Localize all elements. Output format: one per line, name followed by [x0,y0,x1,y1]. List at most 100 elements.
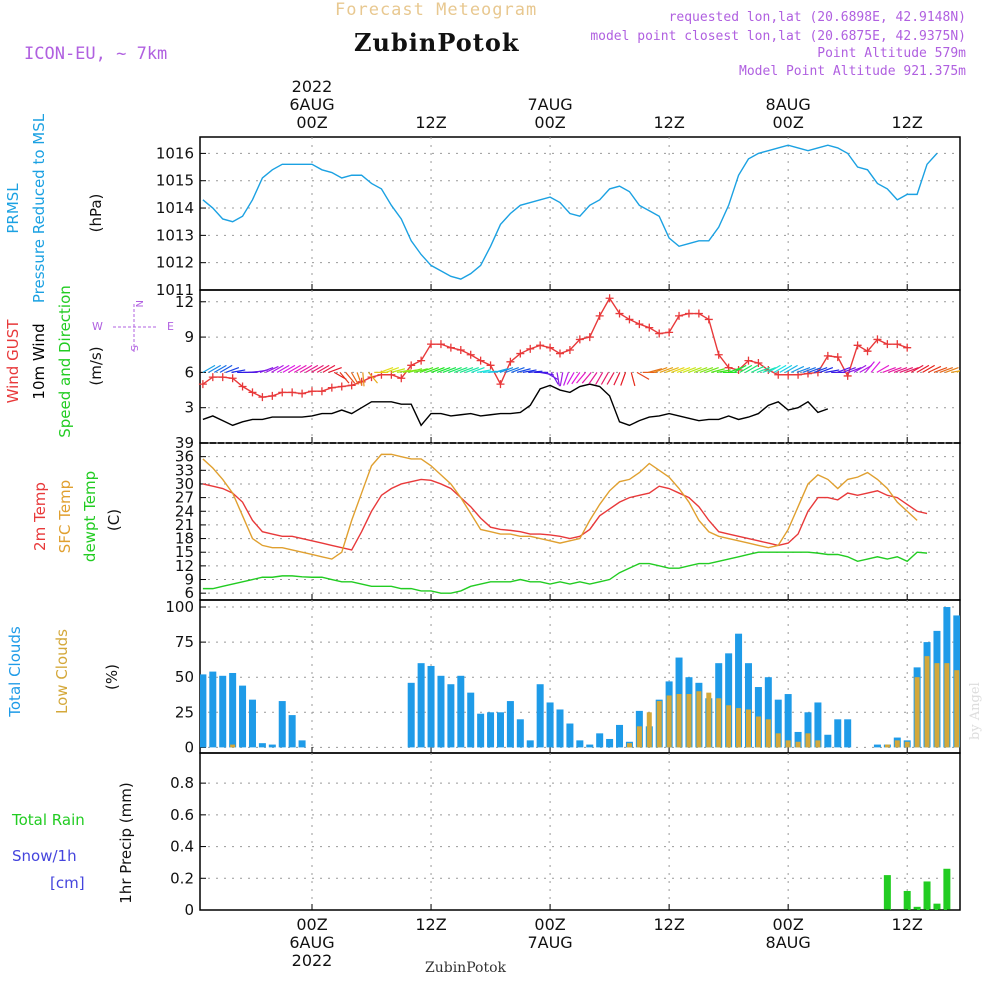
wind-direction-arrow [768,364,781,373]
clouds-bar [775,733,781,748]
wind-direction-arrow [853,364,867,373]
clouds-bar [496,712,504,748]
point-altitude: Point Altitude 579m [817,46,966,61]
temperature-panel-frame [199,442,961,601]
wind-direction-arrow [499,367,514,373]
clouds-bar [209,671,217,748]
precip-bar [933,903,941,910]
clouds-bar [278,701,286,748]
precip-panel-frame [199,752,961,911]
clouds-bar [656,701,662,748]
wind-direction-arrow [522,369,537,373]
wind-direction-arrow [516,368,531,373]
faint-title: Forecast Meteogram [335,0,538,20]
clouds-bar [506,701,514,748]
gust-marker [893,340,902,349]
gust-marker [347,381,356,390]
wind-direction-arrow [288,364,301,373]
clouds-bar [873,744,881,748]
clouds-bar [924,656,930,748]
clouds-bar [546,702,554,748]
wind-direction-arrow [362,372,365,387]
clouds-ytick-label: 25 [175,703,194,721]
station-title: ZubinPotok [354,28,520,57]
clouds-ytick-label: 0 [184,738,194,756]
wind-direction-arrow [385,367,400,373]
wind-direction-arrow [368,371,378,384]
wind-direction-arrow [425,367,439,373]
wind-direction-arrow [756,367,771,373]
gust-marker [476,356,485,365]
top-time-label: 6AUG [289,95,334,114]
clouds-bar [0,666,5,747]
temperature-ytick-label: 21 [175,516,194,534]
wind-direction-arrow [808,367,822,373]
clouds-bar [894,740,900,748]
wind-direction-arrow [688,367,702,373]
clouds-ytick-label: 100 [165,598,194,616]
wind-direction-arrow [505,367,519,373]
bottom-time-label: 8AUG [766,933,811,952]
wind-direction-arrow [588,372,598,385]
clouds-bar [676,694,682,748]
wind-direction-arrow [671,367,685,373]
compass-n: N [133,300,144,307]
wind-direction-arrow [939,367,954,373]
clouds-bar [944,663,950,748]
clouds-bar [248,699,256,748]
wind-direction-arrow [225,367,240,373]
clouds-bar [794,731,802,748]
wind-direction-arrow [448,367,462,373]
clouds-bar [636,726,642,748]
clouds-bar [566,723,574,748]
wind-direction-arrow [345,371,356,384]
gust-marker [238,382,247,391]
wind-direction-arrow [299,364,313,373]
wind-direction-arrow [620,372,627,386]
clouds-bar [0,684,5,747]
wind-direction-arrow [739,364,753,373]
wind-ylabel-2: Speed and Direction [56,285,74,438]
wind-direction-arrow [595,372,604,385]
clouds-bar [526,740,534,748]
wind-direction-arrow [762,367,776,373]
gust-marker [308,387,316,396]
wind-direction-arrow [476,369,491,373]
clouds-bar [884,744,890,748]
wind-ytick-label: 3 [184,399,194,417]
requested-coords: requested lon,lat (20.6898E, 42.9148N) [668,10,966,25]
precip-ytick-label: 0.2 [170,869,194,887]
wind-ytick-label: 6 [184,363,194,381]
clouds-bar [784,694,792,748]
clouds-bar [755,716,761,748]
precip-ytick-label: 0.8 [170,774,194,792]
wind-direction-arrow [563,372,569,386]
gust-marker [526,344,535,353]
pressure-unit-label: (hPa) [87,194,105,233]
clouds-bar [0,677,5,747]
precip-ytick-label: 0 [184,901,194,919]
clouds-bar [407,682,415,748]
gust-marker [496,380,505,389]
wind-direction-arrow [208,364,222,373]
wind-direction-arrow [699,367,714,373]
wind-direction-arrow [676,367,691,373]
wind-direction-arrow [659,367,674,373]
wind-direction-arrow [876,364,890,373]
clouds-bar [954,670,960,748]
gust-marker [675,311,684,320]
wind-direction-arrow [571,372,581,385]
wind-direction-arrow [711,368,725,373]
clouds-bar [0,684,5,747]
wind-direction-arrow [916,364,930,373]
gust-marker [665,328,674,337]
wind-direction-arrow [322,364,336,373]
wind-direction-arrow [494,368,508,373]
clouds-bar [686,694,692,748]
wind-direction-arrow [933,367,948,373]
wind-direction-arrow [442,367,457,373]
wind-direction-arrow [870,361,881,373]
model-label: ICON-EU, ~ 7km [24,44,168,64]
clouds-bar [487,712,495,748]
